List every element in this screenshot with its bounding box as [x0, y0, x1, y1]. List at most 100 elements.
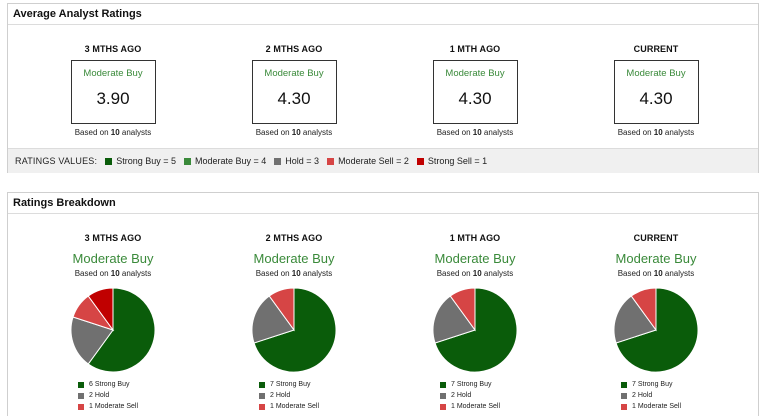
pie-legend: 7 Strong Buy 2 Hold 1 Moderate Sell — [440, 379, 510, 412]
average-col-1-month: 1 MTH AGO Moderate Buy 4.30 Based on 10 … — [385, 44, 565, 137]
rating-label: Moderate Buy — [83, 68, 143, 79]
swatch-icon — [78, 381, 84, 388]
ratings-breakdown-panel: Ratings Breakdown 3 MTHS AGO Moderate Bu… — [7, 192, 759, 416]
pie-legend-label: 2 Hold — [451, 392, 472, 399]
pie-svg — [613, 287, 699, 373]
pie-legend-item-moderate-sell: 1 Moderate Sell — [621, 401, 691, 412]
period-label: CURRENT — [633, 233, 679, 243]
period-label: 3 MTHS AGO — [84, 233, 142, 243]
based-on-text: Based on 10 analysts — [617, 269, 695, 278]
ratings-values-legend: RATINGS VALUES: Strong Buy = 5 Moderate … — [8, 148, 758, 173]
swatch-icon — [440, 392, 446, 399]
pie-svg — [251, 287, 337, 373]
pie-legend-label: 2 Hold — [632, 392, 653, 399]
pie-slice-hold[interactable] — [613, 295, 657, 344]
analyst-count: 10 — [472, 269, 482, 278]
pie-legend-label: 7 Strong Buy — [451, 381, 492, 388]
swatch-icon — [78, 392, 84, 399]
rating-label: Moderate Buy — [72, 251, 154, 266]
pie-chart — [250, 286, 338, 374]
breakdown-col-current: CURRENT Moderate Buy Based on 10 analyst… — [566, 233, 746, 412]
swatch-icon — [183, 157, 191, 165]
average-col-2-months: 2 MTHS AGO Moderate Buy 4.30 Based on 10… — [204, 44, 384, 137]
rating-label: Moderate Buy — [253, 251, 335, 266]
swatch-icon — [259, 381, 265, 388]
average-col-3-months: 3 MTHS AGO Moderate Buy 3.90 Based on 10… — [23, 44, 203, 137]
rating-box: Moderate Buy 4.30 — [613, 60, 699, 124]
pie-legend-item-hold: 2 Hold — [621, 390, 691, 401]
rating-label: Moderate Buy — [434, 251, 516, 266]
legend-item-moderate-buy: Moderate Buy = 4 — [183, 156, 266, 166]
swatch-icon — [259, 392, 265, 399]
analyst-count: 10 — [291, 128, 301, 137]
period-label: CURRENT — [633, 44, 679, 54]
rating-score: 4.30 — [458, 89, 492, 108]
pie-legend: 7 Strong Buy 2 Hold 1 Moderate Sell — [621, 379, 691, 412]
pie-legend-item-strong-buy: 7 Strong Buy — [259, 379, 329, 390]
period-label: 2 MTHS AGO — [265, 44, 323, 54]
based-on-text: Based on 10 analysts — [255, 269, 333, 278]
pie-slice-strong-buy[interactable] — [615, 287, 699, 373]
legend-item-hold: Hold = 3 — [274, 156, 319, 166]
rating-label: Moderate Buy — [615, 251, 697, 266]
analyst-count: 10 — [110, 269, 120, 278]
swatch-icon — [440, 403, 446, 410]
average-ratings-title: Average Analyst Ratings — [8, 4, 758, 25]
pie-slice-strong-buy[interactable] — [434, 287, 518, 373]
analyst-count: 10 — [653, 269, 663, 278]
pie-slice-strong-sell[interactable] — [87, 287, 114, 332]
breakdown-col-1-month: 1 MTH AGO Moderate Buy Based on 10 analy… — [385, 233, 565, 412]
pie-slice-hold[interactable] — [432, 295, 476, 344]
pie-legend-item-hold: 2 Hold — [78, 390, 148, 401]
swatch-icon — [105, 157, 113, 165]
pie-slice-strong-buy[interactable] — [87, 287, 156, 373]
rating-score: 4.30 — [277, 89, 311, 108]
pie-legend: 6 Strong Buy 2 Hold 1 Moderate Sell — [78, 379, 148, 412]
pie-slice-strong-buy[interactable] — [253, 287, 337, 373]
ratings-breakdown-title: Ratings Breakdown — [8, 193, 758, 214]
pie-legend-item-hold: 2 Hold — [440, 390, 510, 401]
pie-legend: 7 Strong Buy 2 Hold 1 Moderate Sell — [259, 379, 329, 412]
period-label: 1 MTH AGO — [449, 233, 501, 243]
based-on-text: Based on 10 analysts — [617, 128, 695, 137]
rating-box: Moderate Buy 3.90 — [70, 60, 156, 124]
rating-label: Moderate Buy — [626, 68, 686, 79]
based-on-text: Based on 10 analysts — [74, 269, 152, 278]
swatch-icon — [621, 392, 627, 399]
pie-slice-hold[interactable] — [251, 295, 295, 344]
pie-legend-item-moderate-sell: 1 Moderate Sell — [440, 401, 510, 412]
pie-svg — [432, 287, 518, 373]
pie-legend-label: 1 Moderate Sell — [89, 403, 139, 410]
pie-slice-moderate-sell[interactable] — [268, 287, 295, 332]
pie-slice-moderate-sell[interactable] — [630, 287, 657, 332]
swatch-icon — [327, 157, 335, 165]
pie-legend-item-moderate-sell: 1 Moderate Sell — [78, 401, 148, 412]
rating-box: Moderate Buy 4.30 — [432, 60, 518, 124]
pie-svg — [70, 287, 156, 373]
pie-legend-label: 1 Moderate Sell — [270, 403, 320, 410]
pie-legend-label: 1 Moderate Sell — [451, 403, 501, 410]
pie-legend-label: 7 Strong Buy — [632, 381, 673, 388]
analyst-count: 10 — [653, 128, 663, 137]
pie-slice-moderate-sell[interactable] — [449, 287, 476, 332]
based-on-text: Based on 10 analysts — [436, 128, 514, 137]
pie-legend-label: 2 Hold — [270, 392, 291, 399]
pie-legend-label: 1 Moderate Sell — [632, 403, 682, 410]
rating-label: Moderate Buy — [445, 68, 505, 79]
legend-item-moderate-sell: Moderate Sell = 2 — [327, 156, 409, 166]
breakdown-col-3-months: 3 MTHS AGO Moderate Buy Based on 10 anal… — [23, 233, 203, 412]
based-on-text: Based on 10 analysts — [436, 269, 514, 278]
average-col-current: CURRENT Moderate Buy 4.30 Based on 10 an… — [566, 44, 746, 137]
analyst-count: 10 — [110, 128, 120, 137]
pie-slice-hold[interactable] — [70, 316, 114, 365]
average-ratings-panel: Average Analyst Ratings 3 MTHS AGO Moder… — [7, 3, 759, 173]
analyst-count: 10 — [291, 269, 301, 278]
breakdown-col-2-months: 2 MTHS AGO Moderate Buy Based on 10 anal… — [204, 233, 384, 412]
rating-label: Moderate Buy — [264, 68, 324, 79]
swatch-icon — [259, 403, 265, 410]
pie-legend-item-strong-buy: 7 Strong Buy — [440, 379, 510, 390]
legend-title: RATINGS VALUES: — [15, 156, 98, 166]
pie-legend-item-moderate-sell: 1 Moderate Sell — [259, 401, 329, 412]
based-on-text: Based on 10 analysts — [255, 128, 333, 137]
swatch-icon — [78, 403, 84, 410]
